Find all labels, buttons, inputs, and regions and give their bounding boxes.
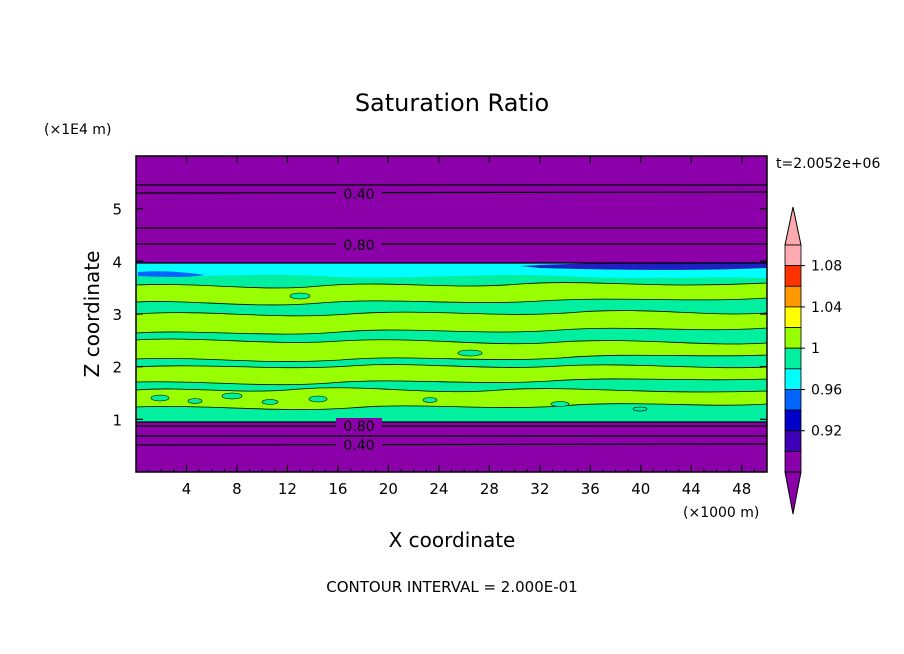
x-tick-label: 32 xyxy=(530,480,549,498)
colorbar-under-arrow xyxy=(784,471,802,515)
x-unit-label: (×1000 m) xyxy=(683,505,759,521)
y-tick-label: 1 xyxy=(112,411,122,429)
colorbar-swatch xyxy=(784,450,802,473)
time-label: t=2.0052e+06 xyxy=(776,156,880,172)
blue-streak-left xyxy=(138,271,205,277)
colorbar-swatch xyxy=(784,368,802,390)
x-tick-label: 24 xyxy=(429,480,448,498)
y-tick-label: 4 xyxy=(112,253,122,271)
colorbar-tick-label: 0.92 xyxy=(811,424,842,440)
colorbar-swatch xyxy=(784,389,802,411)
contour-interval-note: CONTOUR INTERVAL = 2.000E-01 xyxy=(326,578,577,596)
colorbar-swatch xyxy=(784,327,802,349)
colorbar-swatch xyxy=(784,285,802,308)
x-tick-label: 4 xyxy=(182,480,192,498)
deep-blue-streak xyxy=(520,262,767,270)
x-axis-label: X coordinate xyxy=(389,528,516,552)
contour-labels: 0.40 0.80 0.80 0.40 xyxy=(336,186,382,454)
colorbar-tick-label: 1 xyxy=(811,341,820,357)
colorbar-swatch xyxy=(784,265,802,287)
x-tick-label: 28 xyxy=(480,480,499,498)
plot-area: 0.40 0.80 0.80 0.40 xyxy=(136,156,767,472)
dry-layer-top xyxy=(136,156,767,265)
x-tick-label: 44 xyxy=(682,480,701,498)
contour-label-080-bottom: 0.80 xyxy=(343,419,374,435)
contour-label-080-top: 0.80 xyxy=(343,238,374,254)
y-unit-label: (×1E4 m) xyxy=(44,122,111,138)
colorbar-swatch xyxy=(784,306,802,328)
x-tick-label: 36 xyxy=(581,480,600,498)
y-tick-label: 3 xyxy=(112,306,122,324)
colorbar: 1.08 1.04 1 0.96 0.92 xyxy=(784,206,842,515)
y-axis-label: Z coordinate xyxy=(80,251,104,378)
small-eddies xyxy=(150,292,648,412)
colorbar-tick-label: 0.96 xyxy=(811,382,842,398)
colorbar-swatch xyxy=(784,430,802,452)
colorbar-swatch xyxy=(784,347,802,370)
x-tick-label: 12 xyxy=(278,480,297,498)
green-bands xyxy=(136,282,767,410)
colorbar-swatch xyxy=(784,409,802,432)
y-tick-label: 5 xyxy=(112,201,122,219)
colorbar-over-arrow xyxy=(784,206,802,246)
x-tick-label: 16 xyxy=(328,480,347,498)
dry-layer-bottom xyxy=(136,421,767,472)
contour-label-040-top: 0.40 xyxy=(343,187,374,203)
x-tick-label: 48 xyxy=(732,480,751,498)
x-tick-label: 20 xyxy=(379,480,398,498)
contour-label-040-bottom: 0.40 xyxy=(343,438,374,454)
y-axis-ticks: 1 2 3 4 5 xyxy=(112,201,767,429)
x-axis-ticks: 4 8 12 16 20 24 28 32 36 40 44 48 xyxy=(148,156,755,498)
colorbar-tick-label: 1.04 xyxy=(811,300,842,316)
x-tick-label: 8 xyxy=(232,480,242,498)
colorbar-tick-label: 1.08 xyxy=(811,259,842,275)
colorbar-swatch xyxy=(784,244,802,267)
y-tick-label: 2 xyxy=(112,359,122,377)
chart-title: Saturation Ratio xyxy=(355,89,549,117)
x-tick-label: 40 xyxy=(631,480,650,498)
